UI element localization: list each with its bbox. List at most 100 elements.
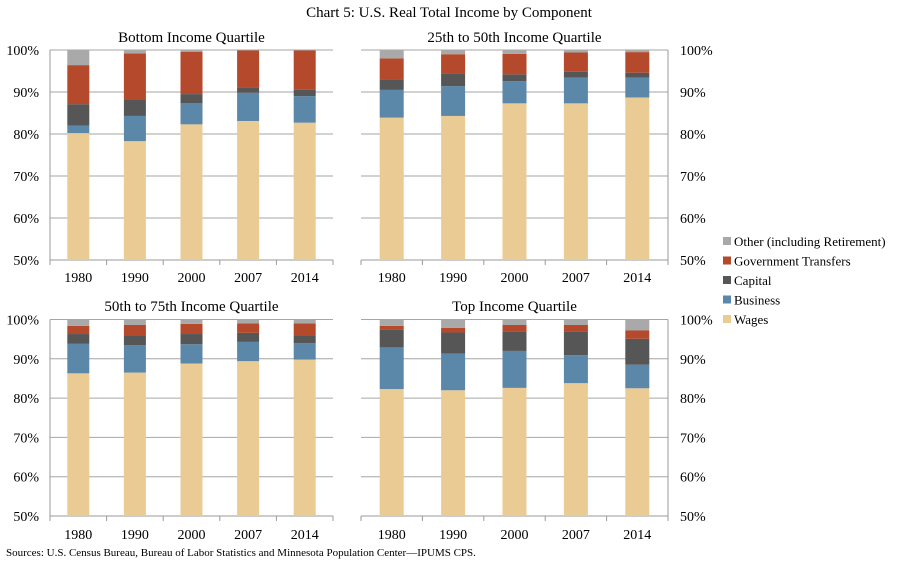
y-tick-label: 100% [6,314,39,329]
bar-segment-business [123,115,146,142]
bar-segment-other-including-retirement [379,50,404,59]
bar-segment-other-including-retirement [180,319,203,324]
panel-1: Bottom Income Quartile 50% 60% 70% 80% 90% 100… [6,30,334,286]
bar-segment-other-including-retirement [379,319,404,326]
panel-title: Top Income Quartile [452,299,577,315]
bar-segment-wages [502,387,527,516]
bar-segment-other-including-retirement [563,319,588,326]
bar-segment-business [67,125,90,134]
bar-segment-other-including-retirement [293,319,316,324]
x-tick-label: 1980 [64,271,92,286]
y-tick-label: 90% [680,353,706,368]
x-tick-label: 1990 [439,528,467,543]
bar-segment-capital [563,71,588,78]
legend-label: Capital [734,273,772,288]
y-tick-label: 100% [6,44,39,59]
bar-segment-business [180,344,203,364]
y-tick-label: 60% [680,212,706,227]
bar-segment-other-including-retirement [180,50,203,52]
bar-segment-government-transfers [180,51,203,95]
bar-segment-government-transfers [237,323,260,333]
bar-segment-government-transfers [67,325,90,335]
bar-segment-wages [625,388,650,516]
x-tick-label: 2014 [291,271,319,286]
legend-label: Wages [734,312,768,327]
bar-segment-wages [237,120,260,260]
x-tick-label: 1980 [378,528,406,543]
bar-segment-capital [293,336,316,344]
bar-segment-business [563,355,588,384]
x-tick-label: 1990 [439,271,467,286]
y-tick-label: 60% [13,212,39,227]
bar-segment-wages [180,363,203,516]
legend-label: Government Transfers [734,254,851,269]
bar-segment-business [441,353,466,391]
y-tick-label: 60% [680,471,706,486]
bar-segment-capital [502,331,527,351]
bar-segment-business [293,96,316,123]
bar-segment-capital [563,331,588,356]
bar-segment-government-transfers [625,52,650,73]
bar-segment-government-transfers [123,53,146,100]
bar-segment-business [441,86,466,116]
legend-item: Government Transfers [723,254,851,269]
panel-title: 50th to 75th Income Quartile [104,299,278,315]
bar-segment-other-including-retirement [625,319,650,331]
bar-segment-business [123,345,146,373]
bar-segment-business [625,77,650,98]
legend-label: Other (including Retirement) [734,234,886,249]
bar-segment-government-transfers [563,325,588,332]
legend-swatch [723,315,731,323]
bar-segment-wages [237,361,260,516]
chart-title: Chart 5: U.S. Real Total Income by Compo… [306,5,593,21]
y-tick-label: 60% [13,471,39,486]
bar-segment-business [563,77,588,104]
bar-segment-government-transfers [123,325,146,337]
legend: Other (including Retirement) Government T… [723,234,886,327]
x-tick-label: 1990 [121,528,149,543]
bar-segment-wages [502,103,527,260]
x-tick-label: 2000 [501,271,529,286]
bar-segment-capital [293,89,316,97]
bar-segment-government-transfers [293,323,316,337]
y-tick-label: 80% [13,392,39,407]
bar-segment-other-including-retirement [563,50,588,53]
bar-segment-other-including-retirement [441,319,466,328]
bar-segment-capital [237,87,260,93]
bar-segment-wages [441,390,466,516]
x-tick-label: 2007 [562,271,590,286]
x-tick-label: 2014 [623,271,651,286]
bar-segment-business [237,341,260,362]
bar-segment-government-transfers [379,58,404,80]
bar-segment-other-including-retirement [67,50,90,66]
bar-segment-wages [67,133,90,260]
bar-segment-business [237,92,260,121]
legend-item: Business [723,293,780,308]
y-tick-label: 100% [680,44,713,59]
y-tick-label: 70% [680,170,706,185]
panel-3: 50th to 75th Income Quartile 50% 60% 70% 80%… [6,299,334,543]
bar-segment-government-transfers [502,53,527,75]
bar-segment-capital [441,332,466,354]
bar-segment-wages [180,124,203,260]
bar-segment-business [502,81,527,104]
y-tick-label: 80% [680,392,706,407]
bar-segment-capital [123,99,146,116]
x-tick-label: 2007 [562,528,590,543]
legend-swatch [723,237,731,245]
bar-segment-government-transfers [293,50,316,90]
bar-segment-wages [441,115,466,260]
bar-segment-wages [379,117,404,261]
bar-segment-government-transfers [441,327,466,333]
legend-swatch [723,276,731,284]
y-tick-label: 50% [13,254,39,269]
bar-segment-capital [67,104,90,126]
x-tick-label: 2000 [178,528,206,543]
x-tick-label: 1980 [64,528,92,543]
y-tick-label: 50% [680,254,706,269]
bar-segment-government-transfers [379,325,404,330]
y-tick-label: 90% [13,86,39,101]
bar-segment-wages [379,389,404,516]
y-tick-label: 80% [680,128,706,143]
